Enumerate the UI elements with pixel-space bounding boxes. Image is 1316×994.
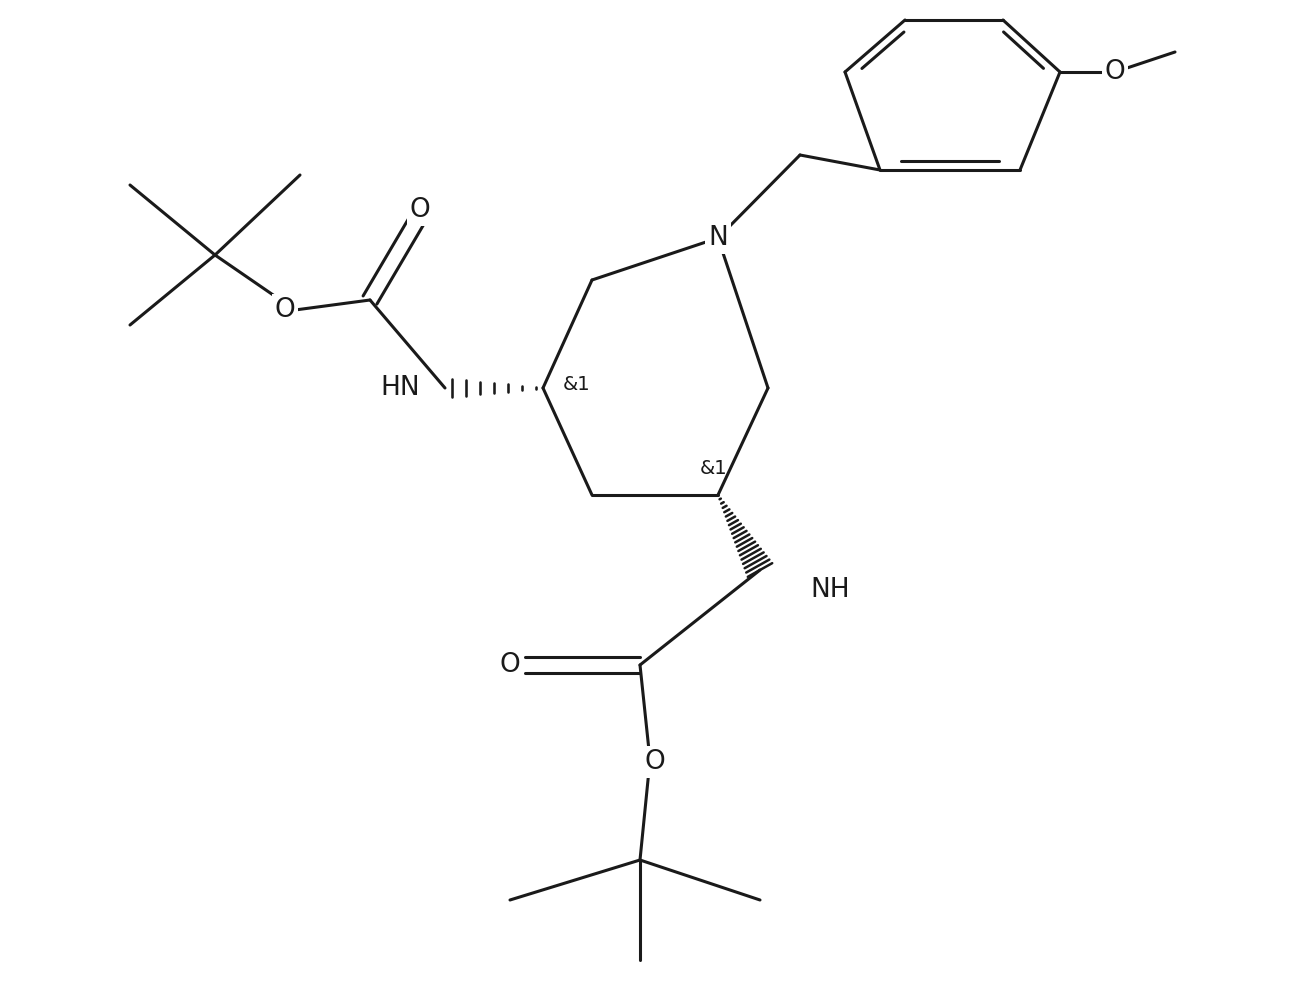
Text: &1: &1 bbox=[700, 458, 728, 477]
Text: &1: &1 bbox=[563, 376, 591, 395]
Text: O: O bbox=[409, 197, 430, 223]
Text: N: N bbox=[708, 225, 728, 251]
Text: NH: NH bbox=[811, 577, 850, 603]
Text: HN: HN bbox=[380, 375, 420, 401]
Text: O: O bbox=[500, 652, 520, 678]
Text: O: O bbox=[645, 749, 666, 775]
Text: O: O bbox=[1104, 59, 1125, 85]
Text: O: O bbox=[275, 297, 295, 323]
